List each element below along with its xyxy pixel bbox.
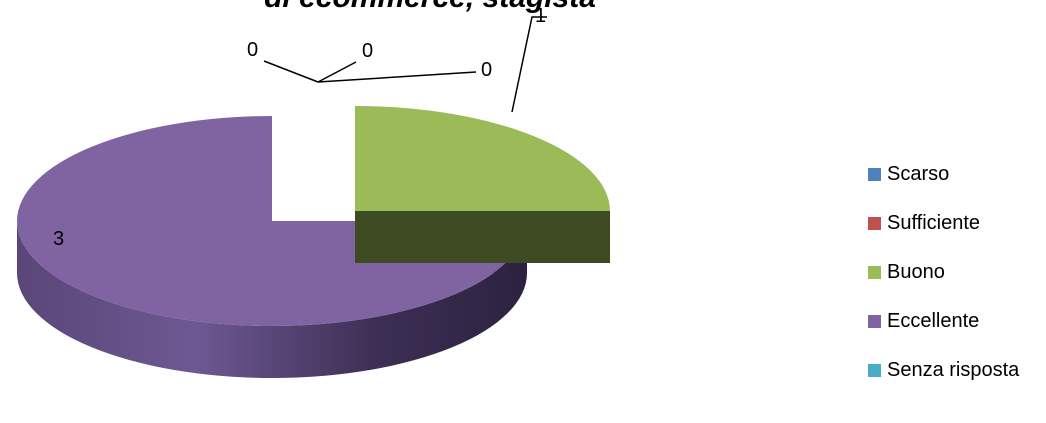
- data-label-buono: 1: [535, 5, 546, 27]
- chart-title: di ecommerce, stagista: [170, 0, 690, 15]
- legend-label: Eccellente: [887, 310, 980, 332]
- leader-line-sufficiente: [317, 61, 357, 83]
- data-label-senza-risposta: 0: [481, 59, 492, 81]
- legend-swatch: [868, 168, 881, 181]
- legend-item-eccellente: Eccellente: [868, 297, 1019, 346]
- leader-line-scarso: [263, 60, 319, 83]
- pie-slice-buono: [355, 106, 610, 263]
- leader-line-buono: [511, 16, 547, 113]
- legend-swatch: [868, 315, 881, 328]
- legend-swatch: [868, 266, 881, 279]
- legend-label: Buono: [887, 261, 945, 283]
- legend-item-senza-risposta: Senza risposta: [868, 346, 1019, 395]
- legend-swatch: [868, 364, 881, 377]
- legend-item-buono: Buono: [868, 248, 1019, 297]
- data-label-eccellente: 3: [53, 228, 64, 250]
- leader-line-senza-risposta: [317, 71, 477, 83]
- legend-swatch: [868, 217, 881, 230]
- legend: Scarso Sufficiente Buono Eccellente Senza ri…: [868, 150, 1019, 395]
- data-label-scarso: 0: [247, 39, 258, 61]
- legend-label: Sufficiente: [887, 212, 981, 234]
- legend-label: Scarso: [887, 163, 950, 185]
- legend-label: Senza risposta: [887, 359, 1020, 381]
- data-label-sufficiente: 0: [362, 40, 373, 62]
- legend-item-sufficiente: Sufficiente: [868, 199, 1019, 248]
- legend-item-scarso: Scarso: [868, 150, 1019, 199]
